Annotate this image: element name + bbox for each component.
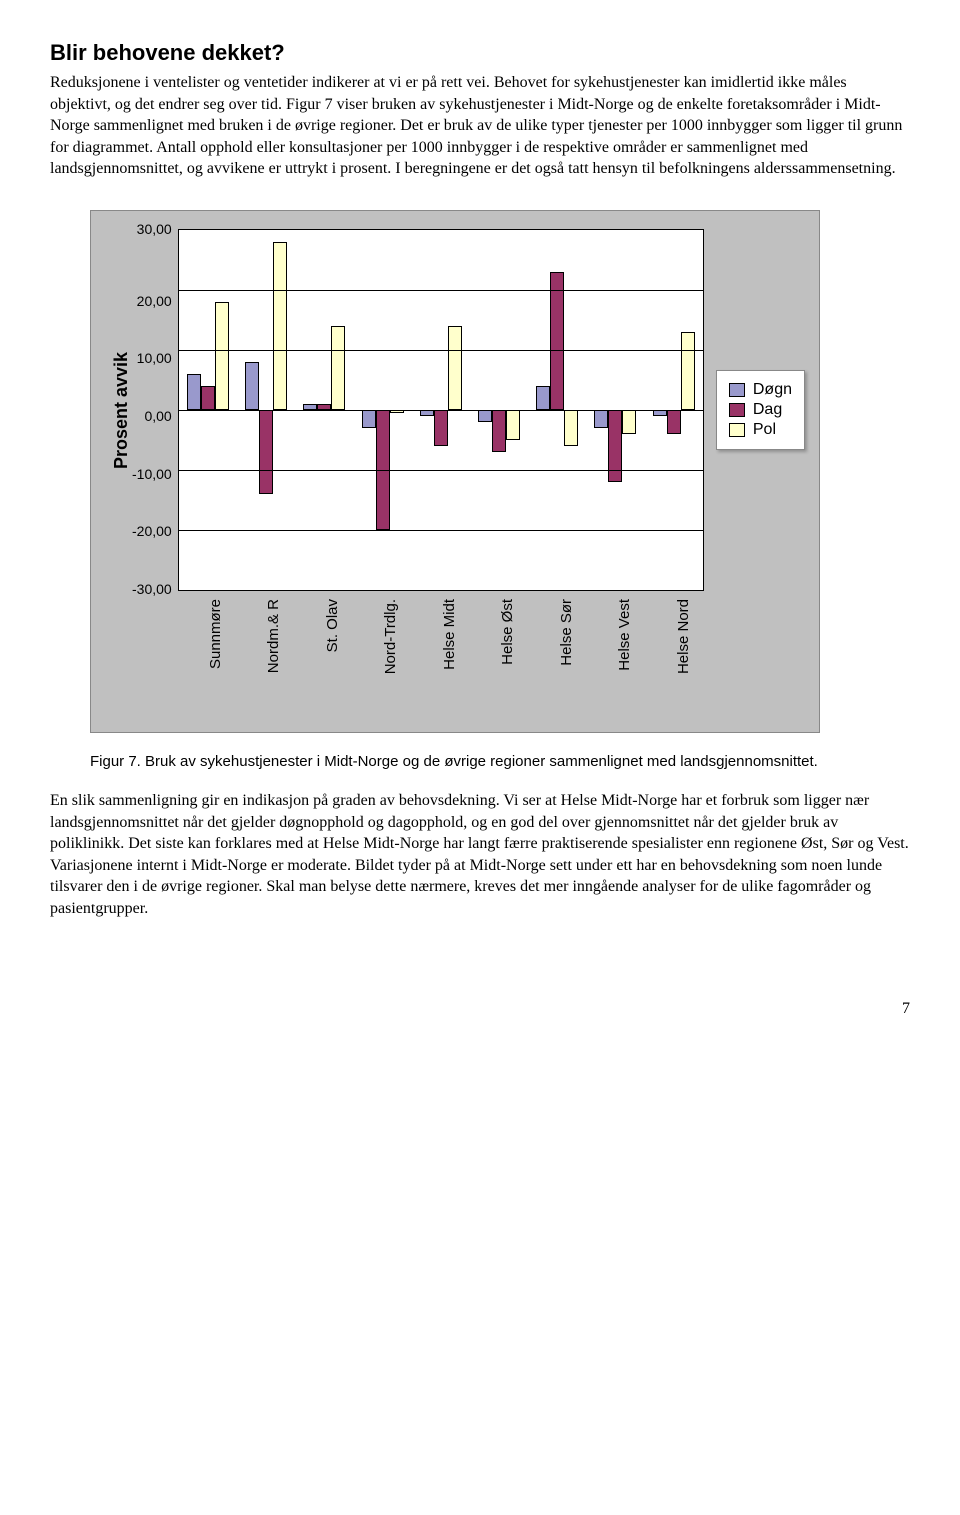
- bar: [478, 410, 492, 422]
- x-tick-label: Sunnmøre: [207, 599, 224, 669]
- x-tick-label: St. Olav: [324, 599, 341, 652]
- y-axis-ticks: 30,0020,0010,000,00-10,00-20,00-30,00: [132, 229, 178, 589]
- bar: [331, 326, 345, 410]
- bar: [434, 410, 448, 446]
- x-tick-label: Helse Øst: [499, 599, 516, 665]
- legend-swatch: [729, 423, 745, 437]
- legend-label: Dag: [753, 401, 782, 419]
- bar: [259, 410, 273, 494]
- x-tick-label: Helse Vest: [616, 599, 633, 671]
- x-tick-label: Helse Midt: [441, 599, 458, 670]
- x-tick-label: Nord-Trdlg.: [382, 599, 399, 674]
- bar: [215, 302, 229, 410]
- x-tick-label: Helse Sør: [558, 599, 575, 666]
- bar: [608, 410, 622, 482]
- figure-7-chart: Prosent avvik 30,0020,0010,000,00-10,00-…: [90, 210, 910, 733]
- bar: [362, 410, 376, 428]
- x-axis-labels: Sunnmøre Nordm.& R St. Olav Nord-Trdlg. Hels…: [178, 591, 704, 691]
- chart-legend: Døgn Dag Pol: [716, 370, 805, 450]
- x-tick-label: Nordm.& R: [265, 599, 282, 673]
- analysis-paragraph: En slik sammenligning gir en indikasjon …: [50, 790, 910, 920]
- bar: [273, 242, 287, 410]
- figure-caption: Figur 7. Bruk av sykehustjenester i Midt…: [90, 753, 850, 770]
- bar: [201, 386, 215, 410]
- bar: [594, 410, 608, 428]
- bar: [536, 386, 550, 410]
- legend-label: Pol: [753, 421, 776, 439]
- bar: [622, 410, 636, 434]
- bar: [550, 272, 564, 410]
- bar: [492, 410, 506, 452]
- bar: [245, 362, 259, 410]
- legend-label: Døgn: [753, 381, 792, 399]
- bar: [506, 410, 520, 440]
- x-tick-label: Helse Nord: [675, 599, 692, 674]
- plot-area: [178, 229, 704, 591]
- legend-swatch: [729, 403, 745, 417]
- section-heading: Blir behovene dekket?: [50, 40, 910, 66]
- bar: [667, 410, 681, 434]
- bar: [187, 374, 201, 410]
- y-axis-label: Prosent avvik: [105, 229, 132, 591]
- legend-swatch: [729, 383, 745, 397]
- intro-paragraph: Reduksjonene i ventelister og ventetider…: [50, 72, 910, 180]
- bar: [681, 332, 695, 410]
- bar: [564, 410, 578, 446]
- page-number: 7: [50, 1000, 910, 1018]
- bar: [448, 326, 462, 410]
